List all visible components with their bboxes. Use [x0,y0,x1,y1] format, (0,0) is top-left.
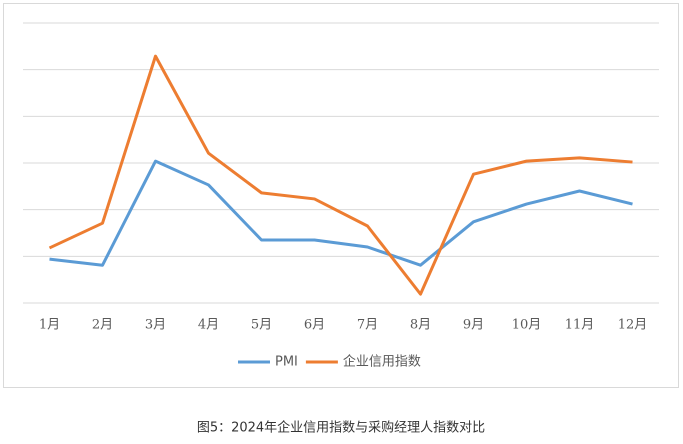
legend-label: 企业信用指数 [343,354,421,370]
x-tick-label: 10月 [512,318,542,333]
x-tick-label: 2月 [92,318,113,333]
x-tick-label: 1月 [39,318,60,333]
x-tick-label: 9月 [463,318,484,333]
x-tick-label: 11月 [565,318,595,333]
x-tick-label: 8月 [410,318,431,333]
legend-label: PMI [275,355,298,370]
chart-frame [3,3,679,388]
x-tick-label: 6月 [304,318,325,333]
x-tick-label: 4月 [198,318,219,333]
x-tick-label: 3月 [145,318,166,333]
x-tick-label: 12月 [618,318,648,333]
series-line [48,54,633,296]
x-tick-label: 5月 [251,318,272,333]
caption: 图5：2024年企业信用指数与采购经理人指数对比 [197,420,485,436]
series-line [49,159,633,267]
x-tick-label: 7月 [357,318,378,333]
